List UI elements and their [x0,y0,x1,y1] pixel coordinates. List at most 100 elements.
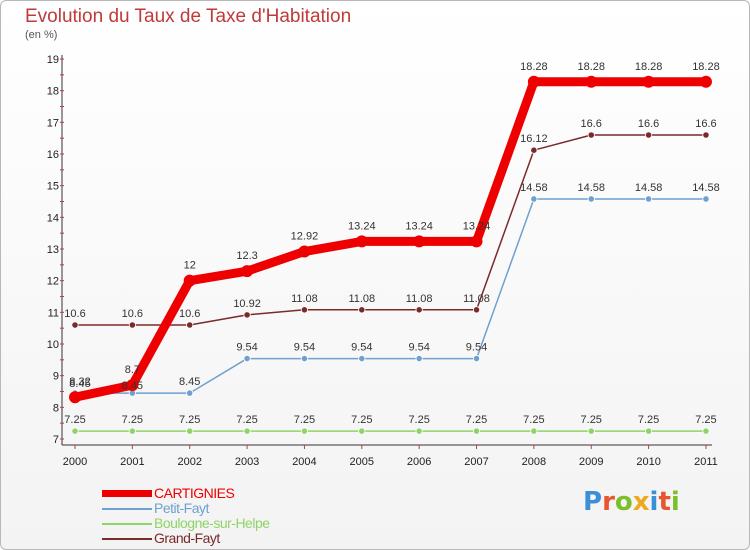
data-point [527,75,540,88]
y-tick-label: 11 [48,307,59,319]
data-label: 16.12 [520,133,548,145]
data-point [243,354,251,363]
data-label: 9.54 [408,342,429,354]
data-point [644,427,653,435]
data-label: 7.25 [408,414,429,426]
y-tick-label: 7 [53,434,59,446]
data-label: 18.28 [635,61,663,73]
data-label: 9.54 [294,342,315,354]
data-label: 8.45 [69,378,90,390]
data-point [186,427,194,435]
data-point [587,195,595,203]
data-point [415,306,423,314]
legend-label: Grand-Fayt [154,530,220,546]
data-point [585,75,598,88]
data-point [644,195,653,203]
data-point [186,321,194,329]
legend-swatch [102,538,152,540]
data-label: 12 [184,260,196,272]
data-label: 12.92 [291,231,319,243]
y-tick-label: 13 [47,244,59,256]
x-tick-label: 2002 [177,456,201,468]
y-tick-label: 14 [47,212,59,224]
data-point [243,311,251,319]
data-label: 9.54 [466,342,487,354]
legend-item: Petit-Fayt [102,500,362,516]
y-tick-label: 16 [47,149,59,161]
data-label: 9.54 [351,342,372,354]
legend-swatch [102,490,152,497]
data-label: 7.25 [466,414,487,426]
data-label: 7.25 [581,414,602,426]
x-tick-label: 2011 [694,456,718,468]
series-line [74,134,707,326]
x-tick-label: 2008 [522,456,546,468]
legend-item: Boulogne-sur-Helpe [102,515,362,531]
data-point [702,131,710,139]
data-label: 11.08 [406,293,433,305]
data-label: 10.6 [122,308,143,320]
legend-label: CARTIGNIES [154,485,235,501]
data-point [702,195,710,203]
data-label: 16.6 [638,118,659,130]
y-tick-label: 17 [47,117,59,129]
data-point [413,235,426,248]
legend-label: Boulogne-sur-Helpe [154,515,270,531]
data-label: 7.25 [122,414,143,426]
data-label: 16.6 [695,118,716,130]
data-label: 9.54 [236,342,257,354]
data-point [358,306,366,314]
data-point [587,427,595,435]
chart-subtitle: (en %) [25,29,58,41]
data-point [300,354,309,363]
data-label: 8.45 [122,380,143,392]
proxiti-logo: Proxiti [583,487,680,517]
data-label: 10.92 [233,298,261,310]
data-point [243,427,251,435]
data-label: 12.3 [236,250,257,262]
data-point [699,75,712,88]
legend-swatch [102,508,152,510]
data-label: 13.24 [348,220,376,232]
legend-item: CARTIGNIES [102,485,362,501]
data-point [470,235,483,248]
series-line [70,77,711,402]
logo-letter: t [658,487,671,517]
data-point [298,245,311,258]
series-line [74,198,707,394]
data-label: 7.25 [179,414,200,426]
logo-letter: i [670,487,680,517]
data-label: 8.45 [179,376,200,388]
y-tick-label: 8 [53,402,59,414]
data-point [183,274,196,287]
data-point [702,427,710,435]
data-label: 7.25 [64,414,85,426]
data-point [128,321,136,329]
data-point [530,195,538,203]
logo-letter: P [583,487,603,517]
data-point [300,306,309,314]
legend-label: Petit-Fayt [154,500,209,516]
y-tick-label: 15 [47,181,59,193]
x-tick-label: 2000 [63,456,87,468]
data-point [128,427,136,435]
chart-title: Evolution du Taux de Taxe d'Habitation [25,6,352,27]
y-tick-label: 12 [47,276,59,288]
data-point [472,427,481,435]
data-point [71,321,79,329]
logo-letter: x [632,487,650,517]
data-point [300,427,309,435]
x-tick-label: 2010 [636,456,660,468]
data-label: 7.25 [351,414,372,426]
logo-letter: r [602,487,615,517]
data-label: 7.25 [236,414,257,426]
data-label: 10.6 [179,308,200,320]
data-point [472,306,481,314]
data-label: 16.6 [581,118,602,130]
data-label: 11.08 [348,293,375,305]
data-label: 14.58 [520,182,548,194]
legend-item: Grand-Fayt [102,530,362,546]
data-point [644,131,653,139]
data-label: 18.28 [520,61,548,73]
